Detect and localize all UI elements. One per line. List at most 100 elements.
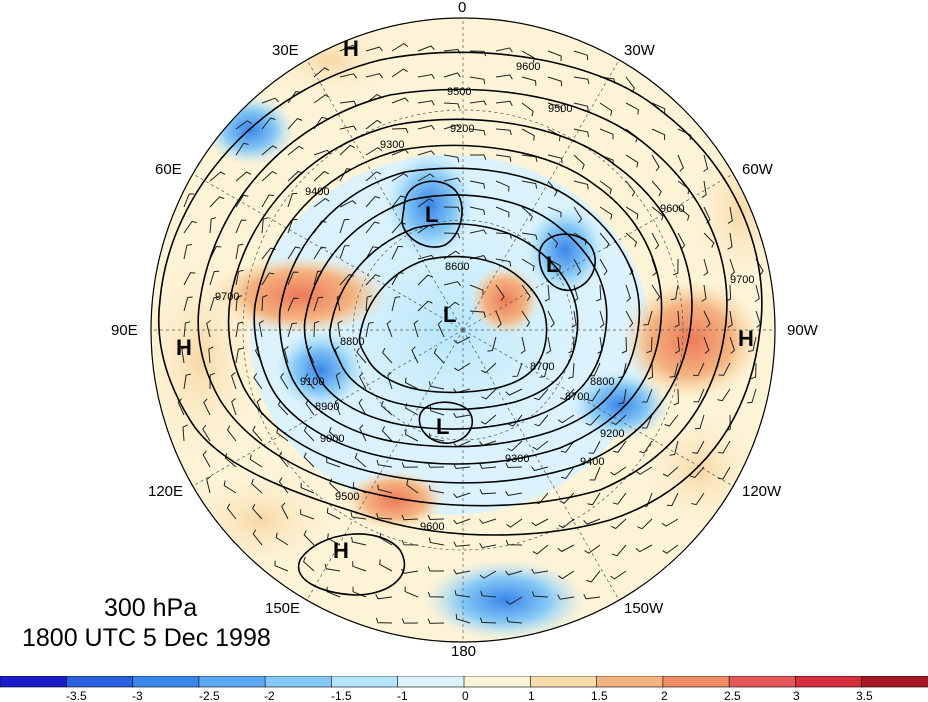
wind-barb [401,568,419,574]
low-center-greenland: L [546,252,559,277]
colorbar-tick: -1 [397,689,408,702]
wind-barb [641,388,653,403]
wind-barb [455,613,471,624]
wind-barb [235,243,244,260]
wind-barb [646,336,653,354]
wind-barb [386,320,393,338]
wind-barb [183,193,195,208]
wind-barb [610,570,627,580]
wind-barb [583,594,601,600]
wind-barb [352,561,367,572]
wind-barb [391,68,408,78]
wind-barb [599,102,613,116]
wind-barb [303,426,315,442]
wind-barb [443,154,460,163]
contour-label: 9400 [305,186,329,198]
wind-barb [261,97,279,104]
wind-barb [428,381,445,390]
wind-barb [612,440,627,453]
wind-barb [571,310,577,328]
wind-barb [674,336,680,354]
wind-barb [453,518,471,525]
contour-label: 8800 [590,376,614,388]
wind-barb [469,100,487,106]
wind-barb [391,245,404,260]
wind-barb [405,429,419,442]
wind-barb [495,310,502,328]
colorbar-tick: -3 [132,689,143,702]
wind-barb [453,463,471,470]
lon-label-90w: 90W [787,322,819,339]
wind-barb [375,594,393,600]
wind-barb [481,388,497,400]
wind-barb [391,127,409,134]
wind-barb [350,512,367,520]
colorbar-box [397,676,465,688]
wind-barb [235,321,244,338]
wind-barb [651,102,666,114]
wind-barb [588,440,601,454]
wind-barb [677,154,684,172]
wind-barb [365,295,373,312]
wind-barb [339,200,357,208]
pressure-centers: H H H H L L L L [176,36,754,563]
wind-barb [261,294,268,312]
wind-barb [618,388,627,405]
wind-barb [747,336,757,352]
wind-barb [669,362,679,378]
wind-barb [339,245,350,260]
wind-barb [589,466,601,481]
high-center-90e: H [176,335,192,360]
wind-barb [573,180,589,190]
wind-barb [335,372,341,390]
wind-barb [583,518,601,525]
wind-barb [599,258,608,276]
wind-barb [507,440,523,452]
wind-barb [599,206,613,220]
colorbar-tick: -1.5 [331,689,352,702]
wind-barb [573,206,583,224]
wind-barb [235,295,243,312]
contour-label: 9100 [300,376,324,388]
wind-barb [391,296,401,312]
wind-barb [573,258,582,276]
wind-barb [662,466,679,477]
wind-barb [625,232,638,248]
wind-barb [231,398,237,416]
wind-barb [521,128,535,141]
low-center-siberia: L [436,414,449,439]
wind-barb [635,544,653,553]
wind-barb [625,102,639,115]
wind-barb [532,591,549,598]
contour-9000 [303,194,608,430]
wind-barb [573,76,590,85]
wind-barb [359,372,367,390]
wind-barb [327,533,341,546]
wind-barb [313,320,320,338]
wind-barb [223,480,237,494]
wind-barb [532,440,549,451]
wind-barb [251,478,263,494]
wind-barb [508,414,523,427]
wind-barb [479,518,497,524]
lon-label-60e: 60E [155,161,182,178]
wind-barb [428,537,445,546]
wind-barb [585,414,601,426]
wind-barb [365,46,383,52]
wind-barb [557,594,575,600]
contour-8600 [358,255,548,394]
wind-barb [427,566,444,572]
contour-label: 8900 [315,401,339,413]
wind-barb [209,372,216,390]
wind-barb [235,171,252,182]
wind-barb [521,284,531,301]
wind-barb [209,217,217,234]
wind-barb [573,128,589,137]
contour-label: 9500 [335,491,359,503]
wind-barb [487,336,497,352]
wind-barb [651,284,661,302]
wind-barb [417,173,435,182]
wind-barb [651,206,664,221]
colorbar-box [66,676,134,688]
wind-barb [401,514,419,521]
